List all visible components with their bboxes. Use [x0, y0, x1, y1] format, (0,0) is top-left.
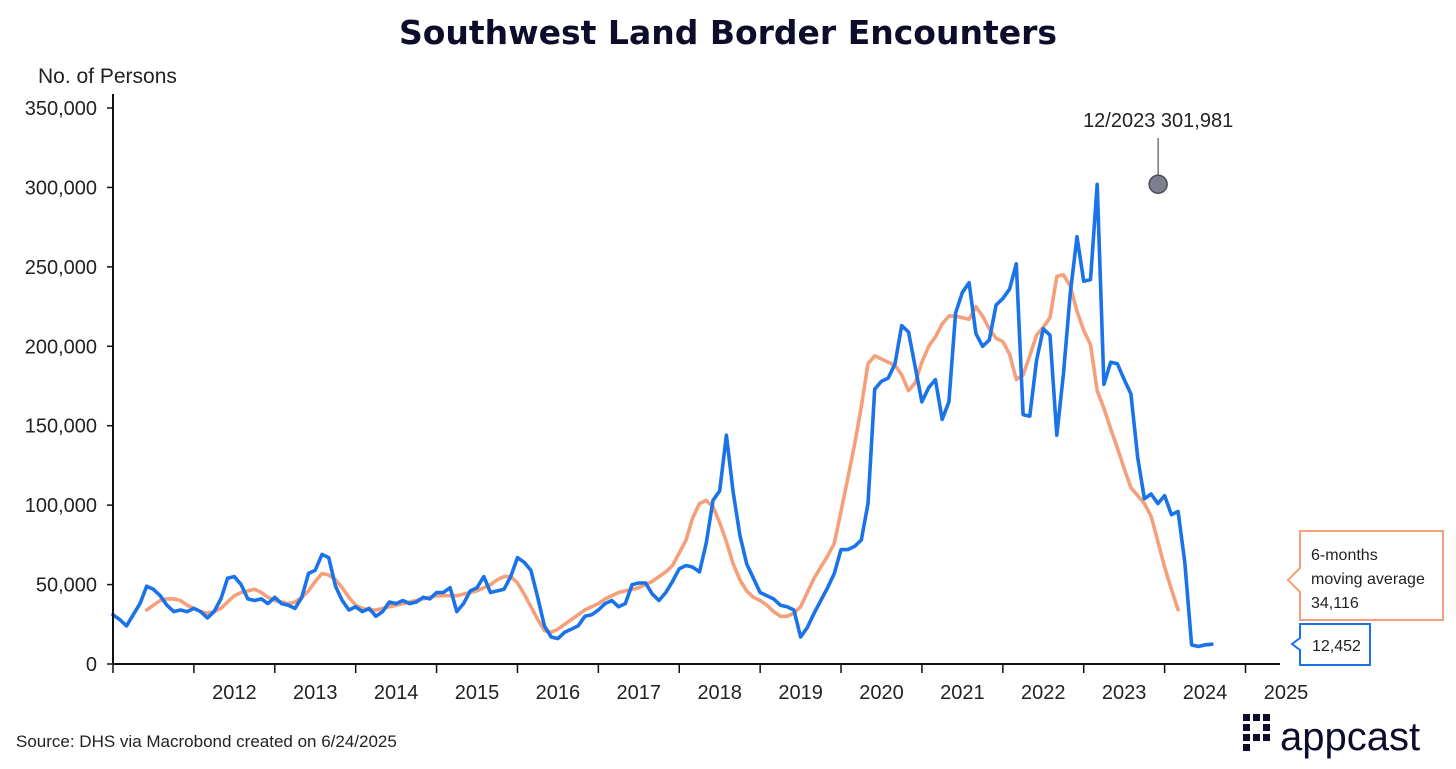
y-tick-label: 0: [86, 654, 97, 676]
x-tick-label: 2021: [940, 682, 985, 704]
x-tick-label: 2013: [293, 682, 338, 704]
x-tick-label: 2020: [859, 682, 904, 704]
x-tick-label: 2025: [1264, 682, 1309, 704]
y-tick-label: 100,000: [25, 495, 97, 517]
ma-callout-line-2: moving average: [1311, 571, 1425, 588]
y-axis-label: No. of Persons: [38, 65, 177, 88]
appcast-logo: appcast: [1243, 714, 1420, 759]
moving-average-callout: 6-months moving average 34,116: [1286, 530, 1444, 621]
y-tick-label: 50,000: [36, 575, 97, 597]
series-line-encounters: [111, 182, 1214, 649]
appcast-logo-mark: [1243, 714, 1270, 751]
y-tick-label: 350,000: [25, 98, 97, 120]
last-value-callout: 12,452: [1290, 623, 1371, 666]
x-axis: 2012 2013 2014 2015 2016 2017 2018 2019 2020 2021…: [112, 664, 1309, 704]
x-tick-label: 2016: [536, 682, 581, 704]
y-tick-label: 300,000: [25, 177, 97, 199]
ma-callout-line-1: 6-months: [1311, 547, 1378, 564]
moving-average-callout-box: [1286, 530, 1444, 621]
x-tick-label: 2024: [1183, 682, 1228, 704]
y-tick-label: 200,000: [25, 336, 97, 358]
peak-marker: [1148, 174, 1168, 195]
ma-callout-line-3: 34,116: [1311, 595, 1359, 612]
x-tick-label: 2018: [697, 682, 742, 704]
appcast-wordmark: appcast: [1280, 715, 1420, 759]
series-line-moving-average: [144, 273, 1180, 634]
source-note: Source: DHS via Macrobond created on 6/2…: [16, 732, 397, 751]
x-tick-label: 2012: [212, 682, 257, 704]
x-tick-label: 2023: [1102, 682, 1147, 704]
y-tick-label: 250,000: [25, 257, 97, 279]
chart-title: Southwest Land Border Encounters: [399, 13, 1057, 52]
x-tick-label: 2015: [455, 682, 500, 704]
x-tick-label: 2019: [778, 682, 823, 704]
x-tick-label: 2022: [1021, 682, 1066, 704]
peak-annotation-label: 12/2023 301,981: [1083, 110, 1233, 132]
x-tick-label: 2014: [374, 682, 419, 704]
y-axis: 0 50,000 100,000 150,000 200,000 250,000 300,0…: [25, 98, 113, 676]
last-value-label: 12,452: [1312, 638, 1361, 655]
x-tick-label: 2017: [617, 682, 662, 704]
y-tick-label: 150,000: [25, 416, 97, 438]
last-value-callout-box: [1290, 623, 1371, 666]
